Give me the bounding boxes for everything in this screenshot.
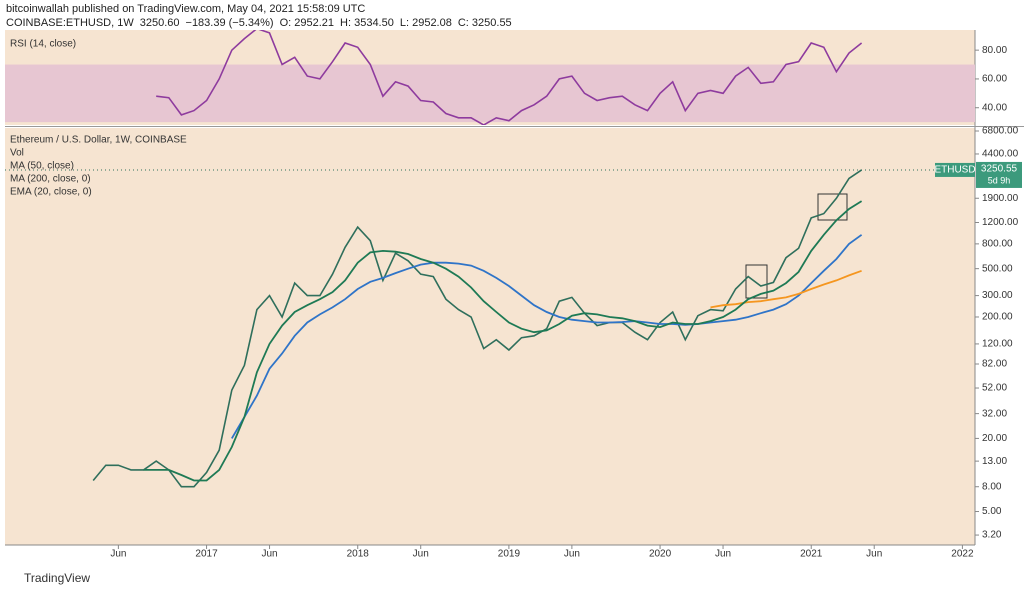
price-tag (976, 161, 1022, 188)
y-tick-label: 52.00 (982, 383, 1007, 394)
y-tick-label: 800.00 (982, 239, 1013, 250)
footer: TradingView (24, 571, 91, 585)
price-panel (5, 128, 975, 545)
series-line (143, 200, 863, 482)
y-tick-label: 1200.00 (982, 217, 1019, 228)
rsi-band (5, 64, 975, 123)
y-tick-label: 5.00 (982, 506, 1002, 517)
price-title: Ethereum / U.S. Dollar, 1W, COINBASE (10, 135, 187, 146)
x-tick-label: Jun (261, 549, 277, 560)
y-tick-label: 6800.00 (982, 126, 1019, 137)
y-tick-label: 20.00 (982, 433, 1007, 444)
y-tick-label: 300.00 (982, 290, 1013, 301)
high: H: 3534.50 (340, 17, 394, 29)
plot-area (5, 30, 975, 125)
vol-label: Vol (10, 148, 24, 159)
legend-entry: MA (200, close, 0) (10, 174, 91, 185)
y-tick-label: 80.00 (982, 45, 1007, 56)
y-tick-label: 120.00 (982, 339, 1013, 350)
header: bitcoinwallah published on TradingView.c… (6, 2, 518, 30)
x-tick-label: 2019 (498, 549, 521, 560)
low: L: 2952.08 (399, 17, 452, 29)
x-tick-label: Jun (715, 549, 731, 560)
price-label: 3250.55 (981, 164, 1018, 175)
x-tick-label: Jun (110, 549, 126, 560)
close: C: 3250.55 (457, 17, 512, 29)
series-line (92, 169, 863, 488)
y-tick-label: 40.00 (982, 102, 1007, 113)
plot-area (92, 169, 863, 488)
symbol-tag (935, 162, 975, 177)
y-tick-label: 200.00 (982, 312, 1013, 323)
x-tick-label: 2020 (649, 549, 672, 560)
open: O: 2952.21 (279, 17, 335, 29)
annotation-box (817, 193, 848, 221)
annotation-box (745, 264, 768, 299)
x-tick-label: 2018 (347, 549, 370, 560)
series-line (710, 269, 862, 309)
rsi-title: RSI (14, close) (10, 39, 76, 50)
quote-line: COINBASE:ETHUSD, 1W 3250.60 −183.39 (−5.34… (6, 16, 518, 30)
y-tick-label: 60.00 (982, 74, 1007, 85)
x-tick-label: Jun (413, 549, 429, 560)
x-tick-label: 2022 (951, 549, 974, 560)
countdown: 5d 9h (988, 175, 1011, 185)
y-tick-label: 1900.00 (982, 193, 1019, 204)
y-tick-label: 3.20 (982, 530, 1002, 541)
publisher: bitcoinwallah published on TradingView.c… (6, 3, 366, 15)
symbol: COINBASE:ETHUSD, 1W (6, 17, 134, 29)
legend-entry: MA (50, close) (10, 161, 74, 172)
series-line (156, 30, 863, 125)
change: −183.39 (−5.34%) (185, 17, 274, 29)
y-tick-label: 13.00 (982, 456, 1007, 467)
x-tick-label: 2017 (195, 549, 218, 560)
x-tick-label: 2021 (800, 549, 823, 560)
series-line (231, 234, 863, 439)
symbol-label: ETHUSD (934, 165, 975, 176)
y-tick-label: 32.00 (982, 408, 1007, 419)
y-tick-label: 4400.00 (982, 149, 1019, 160)
y-tick-label: 8.00 (982, 481, 1002, 492)
y-tick-label: 82.00 (982, 359, 1007, 370)
x-tick-label: Jun (866, 549, 882, 560)
legend-entry: EMA (20, close, 0) (10, 187, 92, 198)
last: 3250.60 (139, 17, 180, 29)
rsi-panel (5, 30, 975, 125)
y-tick-label: 500.00 (982, 263, 1013, 274)
x-tick-label: Jun (564, 549, 580, 560)
